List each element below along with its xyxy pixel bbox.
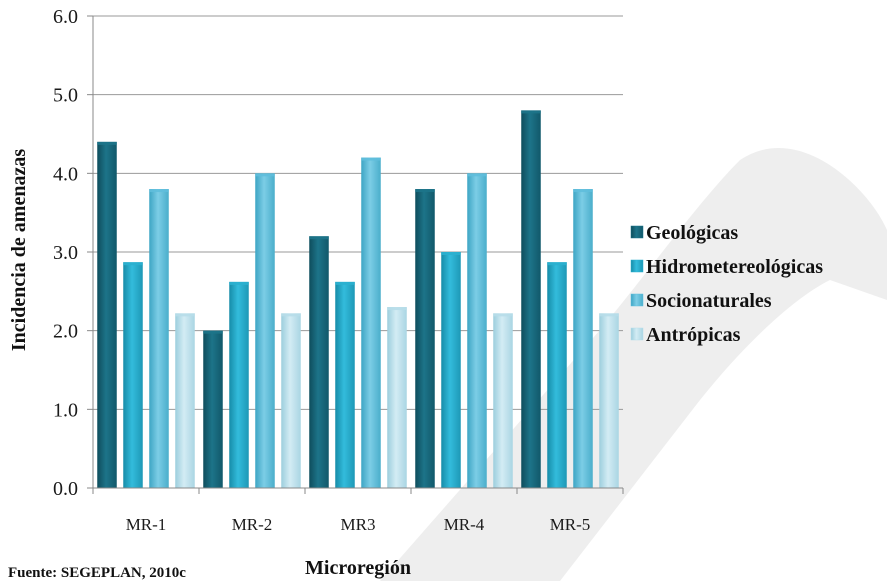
bar-MR-1-Socionaturales [149,189,169,489]
legend-label-Geológicas: Geológicas [646,222,738,244]
bar-MR-4-Antrópicas [493,313,513,488]
bar-cap [493,313,513,317]
bar-cap [123,262,143,266]
bar-MR-4-Hidrometereológicas [441,252,461,488]
bar-cap [149,189,169,193]
y-tick-label: 0.0 [53,478,78,500]
bar-MR-1-Antrópicas [175,313,195,488]
bar-MR-1-Geológicas [97,141,117,488]
bar-cap [521,110,541,114]
y-tick-label: 2.0 [53,321,78,343]
bar-cap [335,281,355,285]
bar-cap [175,313,195,317]
legend: Geológicas Hidrometereológicas Socionatura… [630,222,823,346]
bar-cap [255,173,275,177]
bar-MR-1-Hidrometereológicas [123,262,143,488]
bar-MR-5-Socionaturales [573,189,593,489]
bar-MR-4-Geológicas [415,189,435,489]
bar-cap [203,330,223,334]
x-tick-label: MR-2 [232,515,273,534]
x-tick-label: MR-5 [550,515,591,534]
bar-MR-2-Antrópicas [281,313,301,488]
bar-cap [599,313,619,317]
legend-label-Antrópicas: Antrópicas [646,324,741,346]
legend-swatch-Geológicas [630,225,644,239]
x-tick-label: MR3 [341,515,376,534]
legend-swatch-Socionaturales [630,293,644,307]
bar-MR-2-Geológicas [203,330,223,488]
x-tick-label: MR-4 [444,515,485,534]
bar-MR-2-Socionaturales [255,173,275,489]
bar-cap [441,252,461,255]
legend-label-Socionaturales: Socionaturales [646,290,772,312]
bar-cap [309,236,329,240]
y-tick-label: 1.0 [53,399,78,421]
bar-MR3-Socionaturales [361,157,381,488]
bar-MR-5-Antrópicas [599,313,619,488]
source-note: Fuente: SEGEPLAN, 2010c [8,565,186,581]
y-tick-label: 4.0 [53,163,78,185]
bar-cap [467,173,487,177]
bar-cap [361,157,381,161]
bar-MR-5-Geológicas [521,110,541,489]
bar-cap [387,307,407,311]
y-tick-labels: 0.0 1.0 2.0 3.0 4.0 5.0 6.0 [53,6,78,500]
bar-MR-2-Hidrometereológicas [229,281,249,488]
bar-cap [547,262,567,266]
bar-MR3-Hidrometereológicas [335,281,355,488]
x-tick-label: MR-1 [126,515,167,534]
bar-cap [97,141,117,145]
bar-cap [415,189,435,193]
legend-swatch-Hidrometereológicas [630,259,644,273]
bar-MR-5-Hidrometereológicas [547,262,567,488]
bar-cap [229,281,249,285]
y-tick-label: 3.0 [53,242,78,264]
y-tick-label: 6.0 [53,6,78,28]
watermark-cutout [560,280,887,581]
x-tick-labels: MR-1 MR-2 MR3 MR-4 MR-5 [92,488,624,534]
bar-MR-4-Socionaturales [467,173,487,489]
legend-swatch-Antrópicas [630,327,644,341]
bars [97,110,619,489]
legend-label-Hidrometereológicas: Hidrometereológicas [646,256,823,278]
bar-cap [573,189,593,193]
bar-MR3-Geológicas [309,236,329,488]
bar-MR3-Antrópicas [387,307,407,488]
x-axis-title: Microregión [305,557,411,579]
bar-cap [281,313,301,317]
y-axis-title: Incidencia de amenazas [8,149,30,351]
y-tick-label: 5.0 [53,85,78,107]
